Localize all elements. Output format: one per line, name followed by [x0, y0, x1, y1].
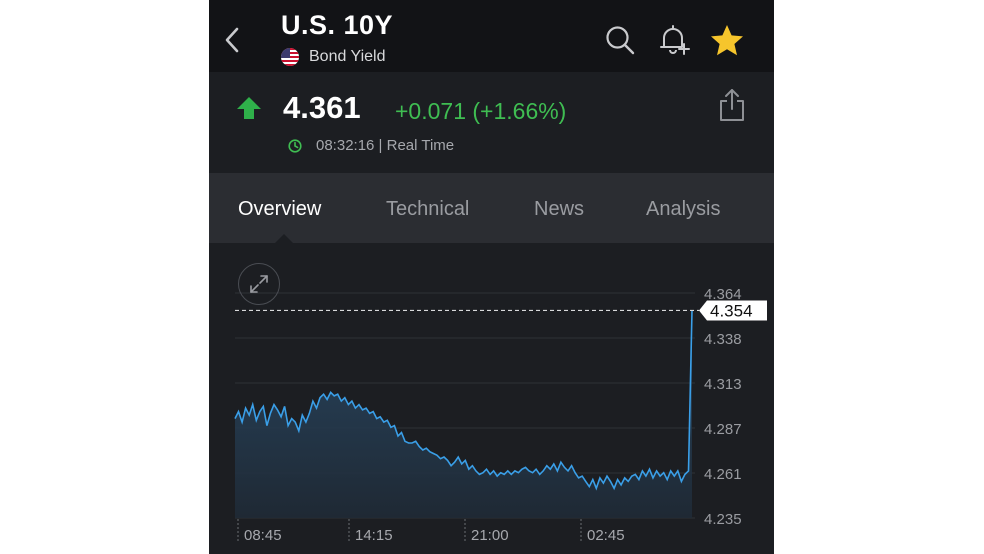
clock-icon	[288, 138, 302, 153]
back-chevron-icon	[225, 27, 239, 53]
top-bar: U.S. 10Y Bond Yield	[209, 0, 774, 72]
x-tick-label: 08:45	[244, 527, 282, 544]
section-tabs: Overview Technical News Analysis	[209, 173, 774, 243]
y-tick-label: 4.287	[704, 421, 742, 438]
instrument-subtitle: Bond Yield	[309, 48, 386, 65]
y-tick-label: 4.261	[704, 466, 742, 483]
up-arrow-icon	[237, 97, 261, 119]
price-chart: 4.364 4.338 4.313 4.287 4.261 4.235 08:45 14:1…	[209, 243, 774, 554]
current-value-tag: 4.354	[699, 300, 767, 321]
y-tick-label: 4.313	[704, 376, 742, 393]
x-tick-label: 02:45	[587, 527, 625, 544]
x-tick-label: 14:15	[355, 527, 393, 544]
expand-icon	[250, 275, 268, 293]
search-icon	[606, 26, 635, 55]
y-tick-label: 4.338	[704, 331, 742, 348]
search-button[interactable]	[602, 22, 638, 58]
quote-panel: 4.361 +0.071 (+1.66%) 08:32:16 | Real Ti…	[209, 72, 774, 173]
y-tick-label: 4.364	[704, 286, 742, 303]
share-icon	[720, 89, 744, 121]
quote-time-row: 08:32:16 | Real Time	[288, 137, 454, 154]
tab-overview[interactable]: Overview	[238, 198, 322, 220]
chart-area-fill	[235, 310, 692, 518]
last-price: 4.361	[283, 90, 361, 125]
us-flag-icon	[281, 48, 299, 66]
bell-plus-icon	[660, 25, 690, 55]
chart-series-line	[234, 310, 693, 491]
active-tab-indicator	[275, 234, 293, 243]
instrument-subtitle-row: Bond Yield	[281, 48, 386, 66]
price-change: +0.071 (+1.66%)	[395, 98, 567, 124]
star-icon	[711, 25, 743, 56]
instrument-title: U.S. 10Y	[281, 10, 394, 40]
watchlist-star-button[interactable]	[709, 22, 745, 58]
expand-chart-button[interactable]	[238, 263, 280, 305]
x-tick-label: 21:00	[471, 527, 509, 544]
tab-technical[interactable]: Technical	[386, 198, 470, 220]
app-screen: U.S. 10Y Bond Yield	[209, 0, 774, 554]
svg-text:4.354: 4.354	[710, 301, 753, 320]
back-button[interactable]	[217, 20, 247, 60]
chart-canvas: 4.364 4.338 4.313 4.287 4.261 4.235 08:45 14:1…	[234, 286, 767, 544]
tab-analysis[interactable]: Analysis	[646, 198, 721, 220]
y-tick-label: 4.235	[704, 511, 742, 528]
quote-time: 08:32:16 | Real Time	[316, 137, 455, 154]
tab-news[interactable]: News	[534, 198, 585, 220]
share-button[interactable]	[716, 87, 748, 123]
alert-button[interactable]	[655, 22, 691, 58]
